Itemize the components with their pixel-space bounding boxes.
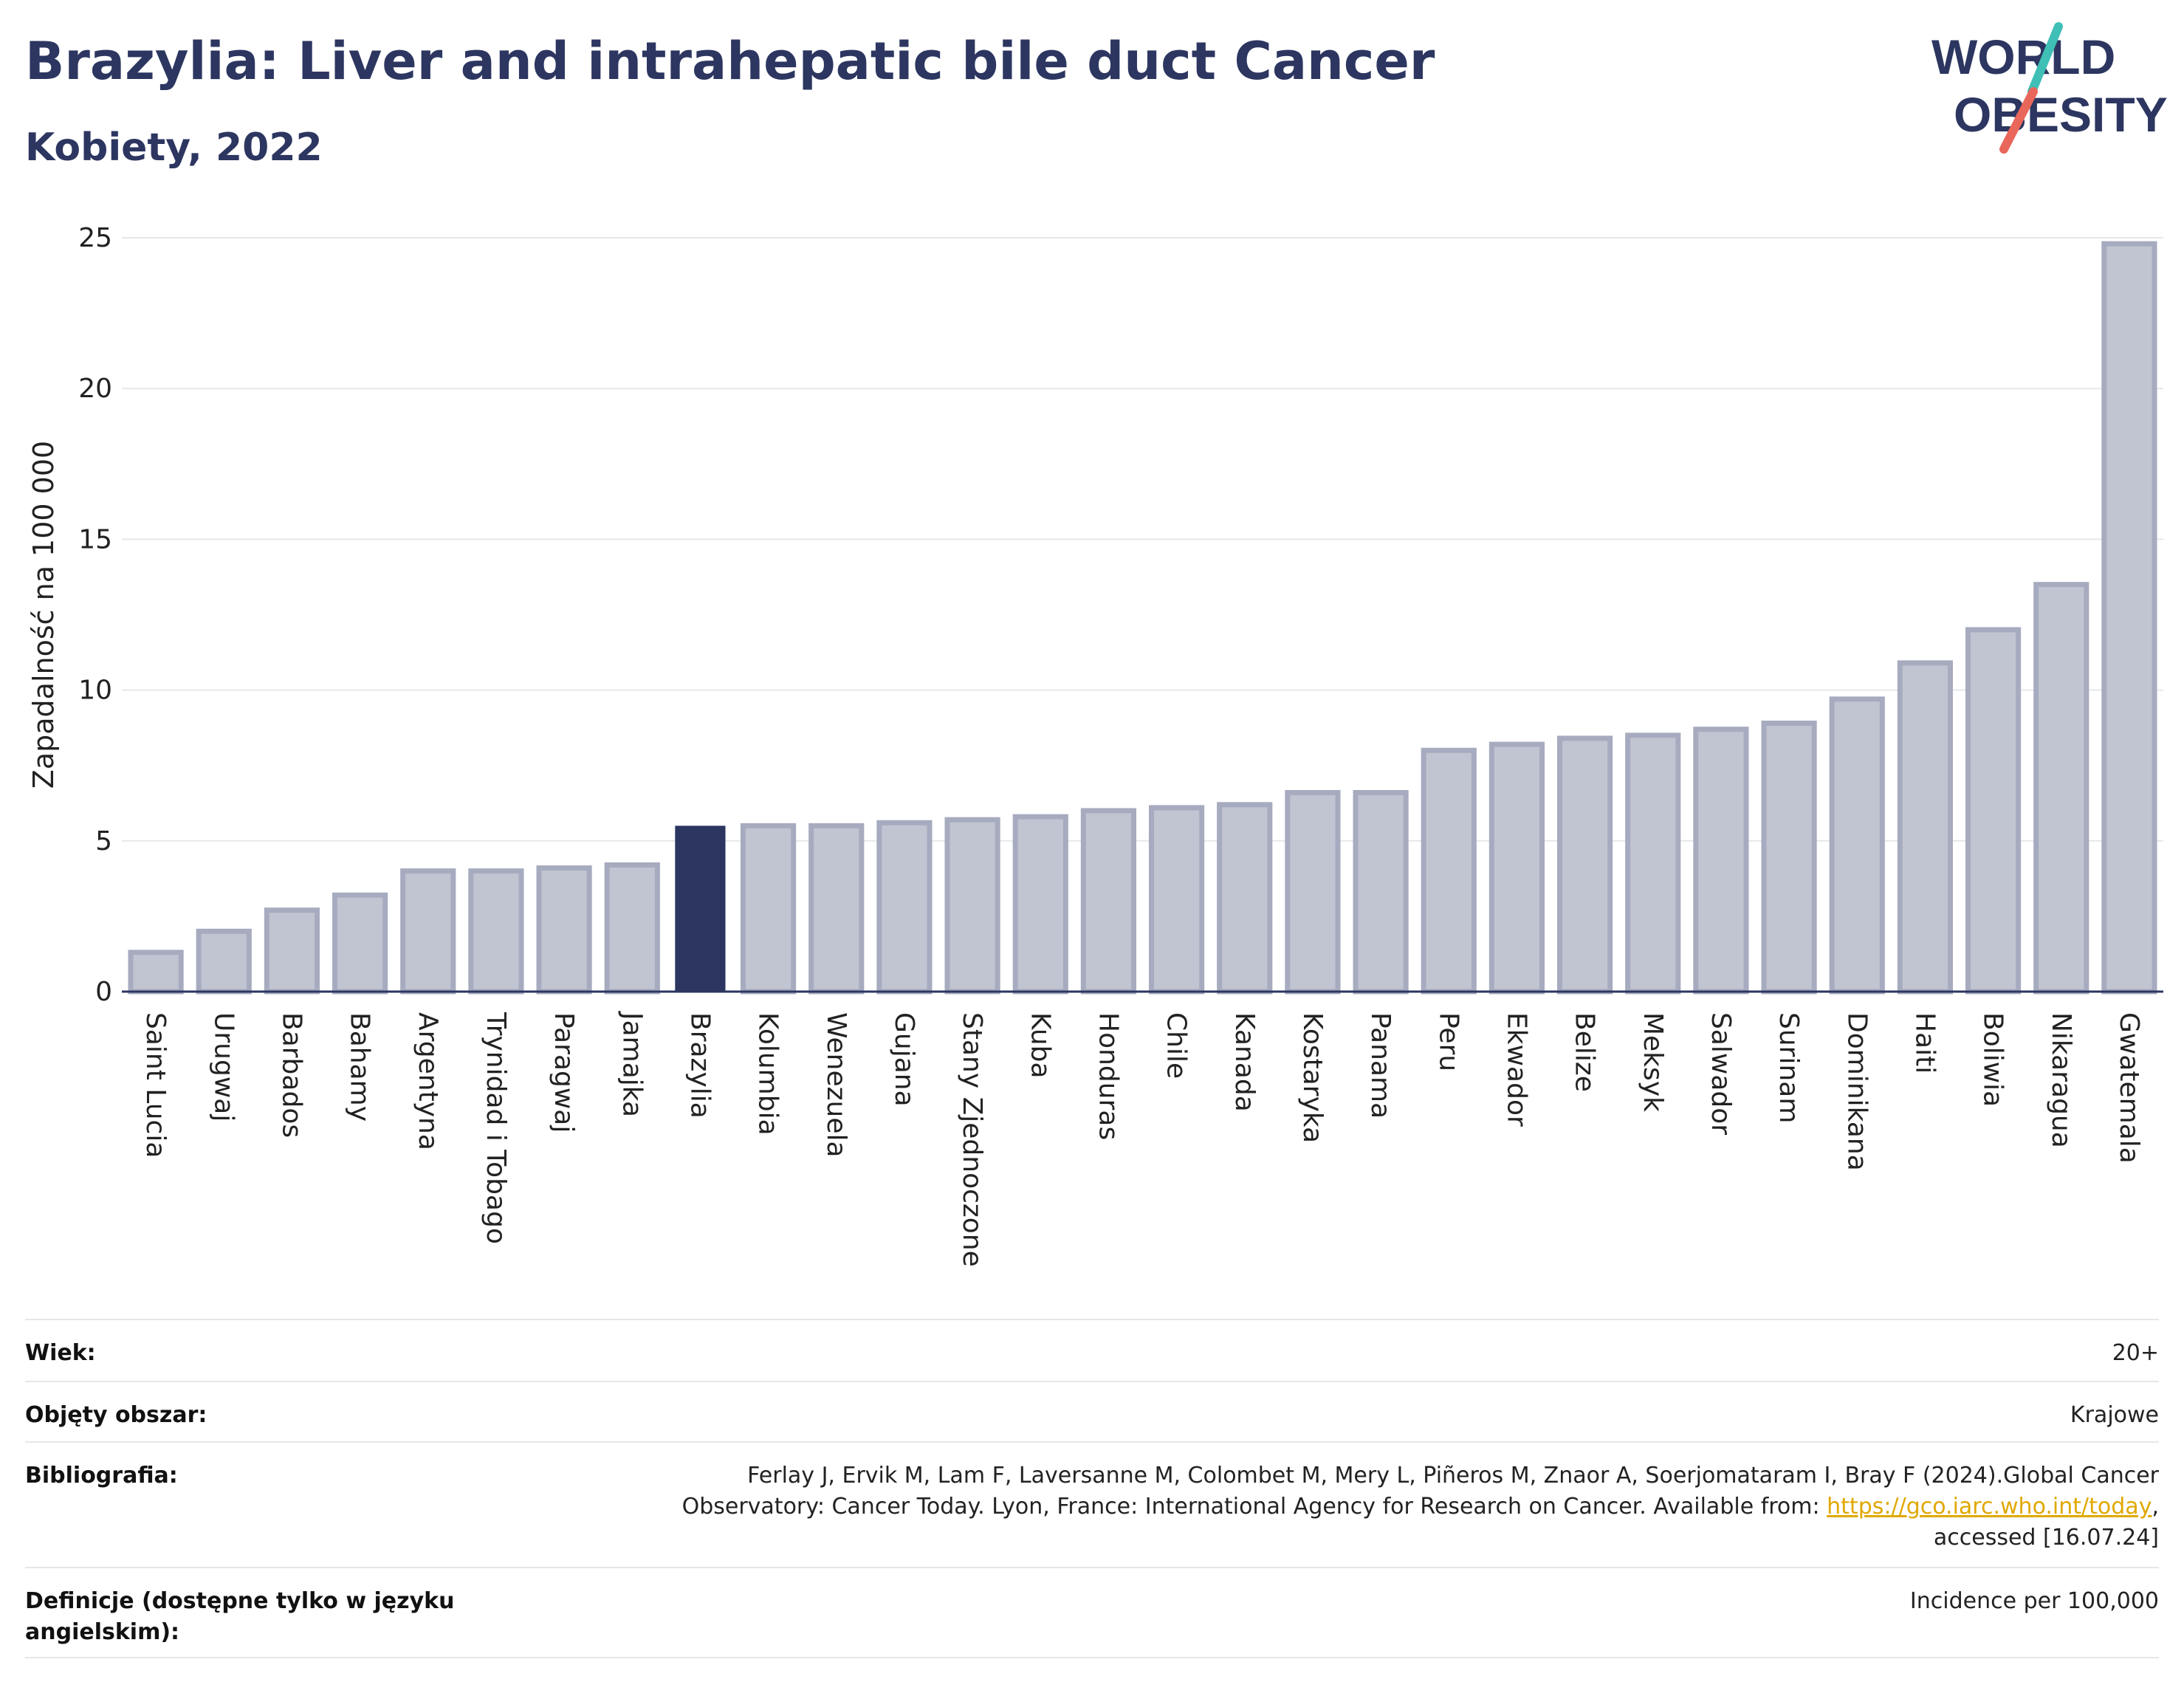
x-tick-label: Meksyk (1638, 1012, 1668, 1112)
page-title: Brazylia: Liver and intrahepatic bile du… (25, 31, 1435, 92)
world-obesity-logo: WORLD OBESITY (1931, 22, 2168, 154)
bar (876, 820, 933, 995)
bar (1693, 727, 1749, 995)
x-tick-label: Kuba (1025, 1012, 1055, 1079)
x-tick-label: Peru (1433, 1012, 1463, 1071)
bar (604, 862, 660, 995)
bar (1012, 814, 1068, 995)
page-subtitle: Kobiety, 2022 (25, 126, 323, 170)
bar (740, 823, 797, 995)
meta-label-definitions: Definicje (dostępne tylko w języku angie… (25, 1588, 455, 1645)
x-tick-label: Chile (1161, 1012, 1192, 1079)
bar (2033, 582, 2089, 995)
y-tick-label: 20 (78, 374, 112, 404)
meta-label-bibliography: Bibliografia: (25, 1463, 178, 1489)
bar (468, 868, 524, 995)
y-tick-label: 5 (95, 826, 112, 856)
x-tick-label: Haiti (1909, 1012, 1940, 1074)
x-tick-label: Kolumbia (753, 1012, 783, 1136)
bar (536, 865, 592, 995)
x-tick-label: Dominikana (1841, 1012, 1872, 1171)
meta-row-definitions: Definicje (dostępne tylko w języku angie… (25, 1567, 2159, 1658)
bar (1217, 802, 1273, 995)
bar (128, 950, 184, 995)
bar (1421, 747, 1477, 995)
meta-row-area: Objęty obszar: Krajowe (25, 1381, 2159, 1441)
bar (196, 928, 252, 995)
x-tick-label: Surinam (1773, 1012, 1804, 1123)
x-tick-label: Nikaragua (2046, 1012, 2076, 1148)
x-tick-label: Argentyna (413, 1012, 443, 1150)
meta-value-age: 20+ (2112, 1340, 2159, 1366)
x-tick-label: Boliwia (1978, 1012, 2008, 1107)
x-tick-label: Stany Zjednoczone (957, 1012, 987, 1267)
logo-text-obesity: OBESITY (1954, 87, 2168, 142)
y-axis-label: Zapadalność na 100 000 (27, 441, 60, 789)
bar (1556, 735, 1613, 995)
meta-label-age: Wiek: (25, 1340, 96, 1366)
bar (1625, 732, 1681, 995)
bar (1080, 808, 1137, 995)
x-tick-label: Jamajka (617, 1011, 647, 1117)
x-tick-label: Kanada (1229, 1012, 1260, 1112)
meta-row-age: Wiek: 20+ (25, 1319, 2159, 1381)
x-tick-label: Ekwador (1501, 1012, 1531, 1127)
y-tick-label: 0 (95, 977, 112, 1007)
logo-slash-bottom (1999, 87, 2038, 154)
logo-text-world: WORLD (1931, 30, 2115, 84)
bar (808, 823, 865, 995)
x-tick-label: Gwatemala (2114, 1012, 2144, 1164)
bar (2101, 241, 2157, 995)
bar (1148, 805, 1205, 995)
bar-chart: 0 5 10 15 20 25 Zapadalność na 100 000 Saint Lu… (27, 223, 2163, 1267)
meta-label-area: Objęty obszar: (25, 1402, 207, 1428)
y-tick-label: 10 (78, 676, 112, 706)
x-tick-label: Brazylia (684, 1012, 715, 1119)
meta-value-definitions: Incidence per 100,000 (1909, 1588, 2159, 1614)
x-tick-label: Gujana (889, 1012, 919, 1107)
x-tick-label: Belize (1570, 1012, 1600, 1092)
bar (332, 892, 388, 995)
bar (1353, 789, 1409, 995)
y-tick-label: 25 (78, 223, 112, 253)
x-tick-label: Barbados (276, 1012, 306, 1138)
bibliography-link[interactable]: https://gco.iarc.who.int/today (1827, 1494, 2152, 1520)
meta-row-bibliography: Bibliografia: Ferlay J, Ervik M, Lam F, … (25, 1441, 2159, 1567)
bar (1897, 660, 1954, 995)
x-tick-label: Trynidad i Tobago (481, 1012, 511, 1244)
x-tick-label: Honduras (1093, 1012, 1123, 1140)
x-tick-label: Panama (1365, 1012, 1395, 1119)
bar (1761, 721, 1817, 995)
x-tick-label: Kostaryka (1297, 1012, 1328, 1143)
y-tick-label: 15 (78, 524, 112, 555)
x-tick-label: Urugwaj (208, 1012, 238, 1122)
bar (264, 907, 320, 995)
metadata-table: Wiek: 20+ Objęty obszar: Krajowe Bibliog… (25, 1319, 2159, 1658)
bar (944, 817, 1000, 995)
bar (1488, 741, 1545, 995)
x-tick-label: Wenezuela (821, 1012, 851, 1158)
x-tick-label: Salwador (1706, 1012, 1736, 1135)
x-tick-label: Paragwaj (549, 1012, 579, 1133)
meta-value-bibliography: Ferlay J, Ervik M, Lam F, Laversanne M, … (681, 1463, 2159, 1551)
x-tick-label: Bahamy (345, 1012, 375, 1122)
meta-value-area: Krajowe (2070, 1402, 2159, 1428)
x-tick-label: Saint Lucia (140, 1012, 171, 1158)
bar (675, 825, 726, 992)
bar (400, 868, 456, 995)
bar (1965, 627, 2022, 995)
bar (1829, 696, 1885, 995)
bar (1285, 789, 1341, 995)
logo-slash-top (2027, 22, 2063, 96)
